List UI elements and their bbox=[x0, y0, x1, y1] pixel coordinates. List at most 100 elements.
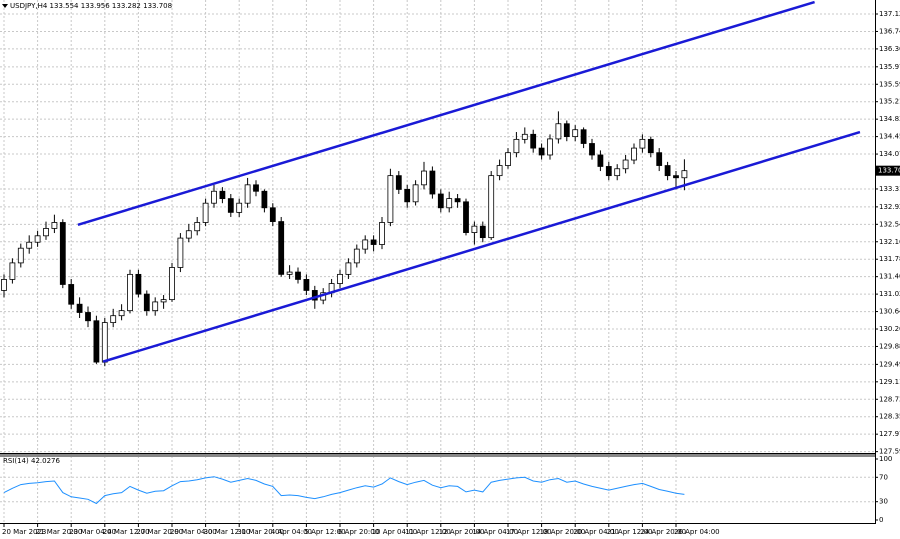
candle-body bbox=[614, 168, 621, 177]
candle-body bbox=[353, 248, 360, 264]
candle-body bbox=[110, 315, 117, 323]
x-tick-label: 20 Apr 04:00 bbox=[573, 528, 619, 536]
chart-title: USDJPY,H4 bbox=[10, 2, 48, 10]
candle-body bbox=[26, 241, 33, 249]
candle-body bbox=[496, 165, 503, 177]
x-tick-label: 6 Apr 20:00 bbox=[338, 528, 379, 536]
candle-body bbox=[68, 284, 75, 305]
y-tick-label: 135.970 bbox=[879, 63, 900, 71]
candle-body bbox=[9, 262, 16, 280]
y-tick-label: 128.350 bbox=[879, 413, 900, 421]
indicator-value: 42.0276 bbox=[31, 457, 60, 465]
plot bbox=[1, 0, 861, 505]
candle-body bbox=[219, 190, 226, 200]
candle-body bbox=[681, 170, 688, 179]
candle-body bbox=[51, 222, 58, 229]
candle-body bbox=[185, 230, 192, 239]
candle-body bbox=[278, 221, 285, 275]
y-tick-label: 134.450 bbox=[879, 133, 900, 141]
candle-body bbox=[387, 175, 394, 223]
x-tick-label: 27 Mar 20:00 bbox=[136, 528, 183, 536]
y-tick-label: 136.360 bbox=[879, 45, 900, 53]
candle-body bbox=[236, 202, 243, 213]
y-tick-label: 134.070 bbox=[879, 150, 900, 158]
y-tick-label: 129.110 bbox=[879, 378, 900, 386]
candle-body bbox=[513, 138, 520, 154]
x-tick-label: 17 Apr 12:00 bbox=[506, 528, 552, 536]
trend-line bbox=[77, 0, 815, 226]
rsi-tick-label: 70 bbox=[879, 473, 888, 481]
candle-body bbox=[471, 225, 478, 233]
candle-body bbox=[404, 189, 411, 203]
candle-body bbox=[253, 184, 259, 192]
trend-line bbox=[102, 130, 861, 363]
candle-body bbox=[34, 235, 41, 243]
x-tick-label: 21 Apr 12:00 bbox=[607, 528, 653, 536]
candle-body bbox=[244, 184, 251, 204]
candle-body bbox=[286, 271, 293, 275]
y-tick-label: 131.020 bbox=[879, 290, 900, 298]
x-tick-label: 23 Mar 04:00 bbox=[69, 528, 116, 536]
candle-body bbox=[345, 262, 352, 275]
close-value: 133.708 bbox=[143, 2, 172, 10]
y-tick-label: 130.640 bbox=[879, 308, 900, 316]
open-value: 133.554 bbox=[50, 2, 79, 10]
rsi-line bbox=[3, 476, 685, 505]
candle-body bbox=[664, 165, 671, 177]
candle-body bbox=[547, 138, 553, 156]
high-value: 133.956 bbox=[81, 2, 110, 10]
candle-body bbox=[656, 152, 663, 166]
candle-body bbox=[622, 159, 629, 170]
y-tick-label: 135.210 bbox=[879, 98, 900, 106]
candle-body bbox=[261, 190, 268, 209]
candle-body bbox=[429, 170, 436, 195]
candle-body bbox=[118, 310, 125, 317]
candle-body bbox=[227, 198, 234, 213]
x-tick-label: 11 Apr 12:00 bbox=[405, 528, 451, 536]
y-tick-label: 132.920 bbox=[879, 203, 900, 211]
candle-body bbox=[85, 312, 91, 322]
y-tick-label: 129.880 bbox=[879, 342, 900, 350]
candle-body bbox=[572, 129, 579, 138]
y-tick-label: 127.970 bbox=[879, 430, 900, 438]
x-tick-label: 14 Apr 04:00 bbox=[472, 528, 518, 536]
y-tick-label: 136.740 bbox=[879, 27, 900, 35]
x-tick-label: 24 Mar 12:00 bbox=[103, 528, 150, 536]
candle-body bbox=[379, 222, 385, 245]
candle-body bbox=[421, 170, 427, 186]
x-tick-label: 30 Mar 12:00 bbox=[204, 528, 251, 536]
candle-body bbox=[211, 190, 217, 204]
candle-body bbox=[194, 222, 201, 232]
x-tick-label: 18 Apr 20:00 bbox=[540, 528, 586, 536]
candle-body bbox=[303, 279, 310, 291]
candle-body bbox=[463, 201, 469, 233]
candle-body bbox=[1, 279, 7, 291]
y-tick-label: 128.730 bbox=[879, 395, 900, 403]
x-tick-label: 10 Apr 04:00 bbox=[372, 528, 418, 536]
x-tick-label: 4 Apr 04:00 bbox=[271, 528, 312, 536]
candle-body bbox=[631, 147, 637, 161]
y-tick-label: 135.590 bbox=[879, 80, 900, 88]
candle-body bbox=[530, 133, 537, 149]
candle-body bbox=[101, 322, 108, 363]
rsi-tick-label: 30 bbox=[879, 498, 888, 506]
candle-body bbox=[152, 301, 159, 312]
candle-body bbox=[597, 154, 604, 167]
candle-body bbox=[395, 175, 402, 190]
x-tick-label: 12 Apr 20:00 bbox=[439, 528, 485, 536]
candle-body bbox=[202, 202, 209, 223]
y-tick-label: 127.590 bbox=[879, 448, 900, 456]
chart-header: USDJPY,H4 133.554 133.956 133.282 133.70… bbox=[10, 2, 172, 10]
candle-body bbox=[160, 299, 167, 303]
y-tick-label: 132.160 bbox=[879, 238, 900, 246]
candle-body bbox=[43, 228, 49, 237]
candle-body bbox=[169, 267, 175, 301]
candle-body bbox=[59, 222, 66, 285]
candle-body bbox=[639, 138, 646, 149]
candle-body bbox=[521, 133, 528, 140]
x-tick-label: 31 Mar 20:00 bbox=[237, 528, 284, 536]
y-tick-label: 132.540 bbox=[879, 220, 900, 228]
candle-body bbox=[135, 273, 142, 295]
candle-body bbox=[295, 271, 301, 280]
candle-body bbox=[437, 193, 444, 209]
